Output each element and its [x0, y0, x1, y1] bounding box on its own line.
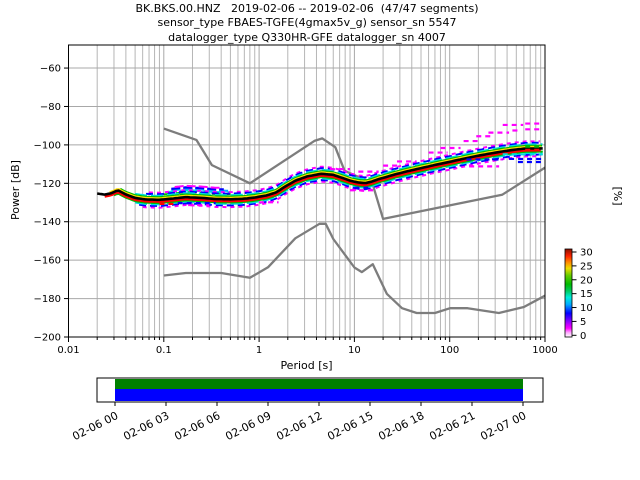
right-axis-label: [%]: [611, 186, 624, 206]
outlier-dashes: [159, 122, 543, 207]
timeline: 02-06 00 02-06 03 02-06 06 02-06 09 02-06 12…: [70, 377, 544, 443]
timeline-tick-label: 02-06 03: [121, 409, 171, 443]
colorbar-gradient: [564, 248, 573, 338]
svg-text:0.1: 0.1: [156, 345, 172, 356]
svg-text:20: 20: [580, 275, 593, 286]
svg-text:−180: −180: [34, 294, 61, 305]
timeline-tick-label: 02-06 12: [274, 409, 324, 443]
timeline-coverage-green: [115, 379, 523, 389]
x-axis-label: Period [s]: [280, 359, 333, 372]
psd-center-line: [96, 147, 543, 202]
noise-model-curves: [163, 127, 546, 315]
y-tick-labels: −60 −80 −100 −120 −140 −160 −180 −200: [34, 64, 61, 344]
svg-text:10: 10: [580, 303, 593, 314]
title-line-2: sensor_type FBAES-TGFE(4gmax5v_g) sensor…: [157, 16, 457, 30]
svg-text:0.01: 0.01: [57, 345, 79, 356]
timeline-tick-label: 02-06 21: [427, 409, 477, 443]
svg-text:−120: −120: [34, 179, 61, 190]
svg-text:−160: −160: [34, 256, 61, 267]
svg-text:−60: −60: [40, 64, 61, 75]
svg-text:−140: −140: [34, 217, 61, 228]
timeline-tick-label: 02-06 09: [223, 409, 273, 443]
svg-text:1: 1: [256, 345, 262, 356]
colorbar: 30 25 20 15 10 5 0: [564, 248, 593, 342]
svg-text:0: 0: [580, 331, 586, 342]
timeline-coverage-blue: [115, 389, 523, 401]
plot-frame: [68, 44, 546, 338]
svg-text:100: 100: [440, 345, 459, 356]
nhnm-curve: [163, 127, 546, 221]
timeline-tick-label: 02-06 15: [325, 409, 375, 443]
timeline-tick-label: 02-06 00: [70, 409, 120, 443]
svg-text:10: 10: [348, 345, 361, 356]
timeline-tick-label: 02-07 00: [478, 409, 528, 443]
axis-ticks: [64, 67, 546, 342]
svg-text:15: 15: [580, 289, 593, 300]
svg-text:30: 30: [580, 248, 593, 259]
title-block: BK.BKS.00.HNZ 2019-02-06 -- 2019-02-06 (…: [40, 2, 574, 45]
timeline-tick-label: 02-06 06: [172, 409, 222, 443]
timeline-tick-label: 02-06 18: [376, 409, 426, 443]
svg-text:25: 25: [580, 261, 593, 272]
svg-text:1000: 1000: [532, 345, 557, 356]
svg-text:−80: −80: [40, 102, 61, 113]
title-line-3: datalogger_type Q330HR-GFE datalogger_sn…: [168, 30, 446, 44]
svg-text:5: 5: [580, 317, 586, 328]
gridlines: [68, 45, 546, 338]
nlnm-curve: [163, 222, 546, 315]
svg-text:−200: −200: [34, 333, 61, 344]
title-line-1: BK.BKS.00.HNZ 2019-02-06 -- 2019-02-06 (…: [135, 2, 479, 15]
svg-text:−100: −100: [34, 140, 61, 151]
y-axis-label: Power [dB]: [9, 160, 22, 220]
x-tick-labels: 0.01 0.1 1 10 100 1000: [57, 345, 557, 356]
